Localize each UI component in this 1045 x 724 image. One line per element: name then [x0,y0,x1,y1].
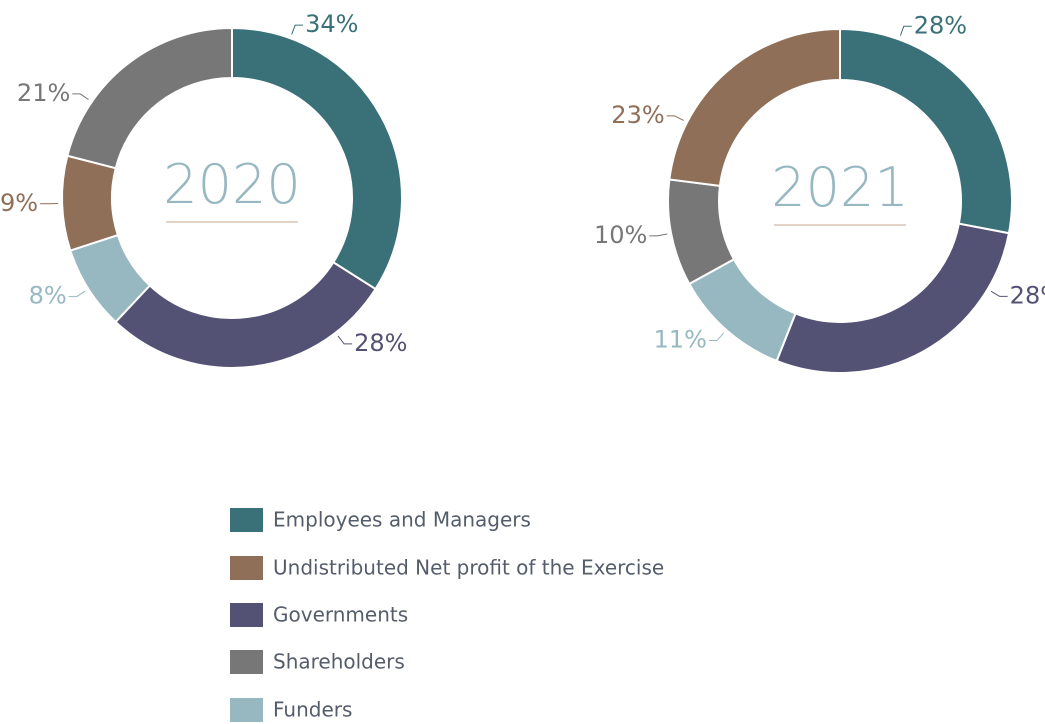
leader-line [291,24,304,35]
leader-line [990,290,1008,297]
legend-label: Employees and Managers [273,508,531,532]
leader-line [649,233,668,237]
leader-line [666,115,684,121]
value-label: 11% [654,326,707,354]
legend-swatch [230,698,263,722]
legend-label: Shareholders [273,650,405,674]
leader-line [899,25,912,36]
legend-swatch [230,508,263,532]
value-label: 10% [594,221,647,249]
legend-label: Funders [273,698,352,722]
value-label: 28% [354,329,407,357]
value-label: 28% [1010,281,1045,309]
leader-line [68,290,86,298]
donut-slice [61,154,120,252]
donut-slice [775,222,1011,374]
value-label: 9% [0,189,38,217]
leader-line [337,335,353,345]
leader-line [72,93,89,100]
donut-slice [668,27,841,187]
value-label: 34% [305,10,358,38]
donut-center-title: 2020 [163,153,300,216]
legend-label: Undistributed Net profit of the Exercise [273,556,664,580]
legend-swatch [230,650,263,674]
legend-swatch [230,603,263,627]
value-label: 21% [17,79,70,107]
leader-line [708,332,724,342]
value-label: 23% [611,101,664,129]
legend-label: Governments [273,603,408,627]
value-label: 8% [29,282,67,310]
donut-center-title: 2021 [771,156,908,219]
donut-slice [114,260,377,370]
donut-slice [66,26,233,170]
value-label: 28% [914,11,967,39]
donut-slice [231,26,404,291]
legend-swatch [230,556,263,580]
